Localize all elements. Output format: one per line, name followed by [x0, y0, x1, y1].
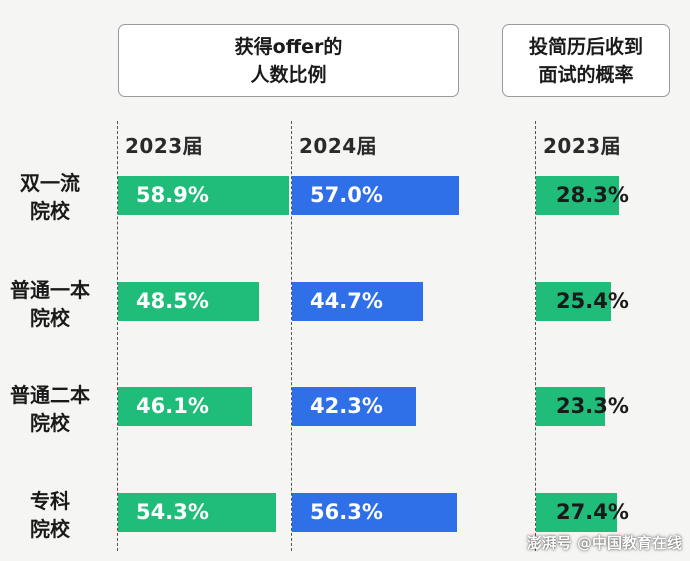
watermark: 澎湃号 @中国教育在线 [526, 534, 682, 552]
bar-value-label: 54.3% [136, 500, 209, 524]
interview-2023-axis-line [535, 121, 536, 551]
interview-header-line1: 投简历后收到 [528, 35, 643, 58]
row-label-line2: 院校 [30, 411, 70, 435]
row-label-double-first-class: 双一流 院校 [0, 169, 100, 225]
row-label-line2: 院校 [30, 199, 70, 223]
row-label-line2: 院校 [30, 306, 70, 330]
bar-offer-2024届-row2 [292, 387, 416, 426]
offer-2023-column-label: 2023届 [125, 134, 204, 158]
bar-offer-2024届-row1 [292, 282, 423, 321]
row-label-regular-tier2: 普通二本 院校 [0, 381, 100, 437]
row-label-line1: 普通二本 [10, 383, 90, 407]
bar-value-label: 48.5% [136, 289, 209, 313]
offer-ratio-header: 获得offer的 人数比例 [118, 24, 459, 97]
bar-interview-2023届-row2 [536, 387, 605, 426]
bar-offer-2023届-row3 [118, 493, 276, 532]
offer-2024-column-label: 2024届 [299, 134, 378, 158]
interview-2023-column-label: 2023届 [543, 134, 622, 158]
offer-2023-axis-line [117, 121, 118, 551]
bar-offer-2024届-row3 [292, 493, 457, 532]
bar-value-label: 57.0% [310, 183, 383, 207]
row-label-line1: 普通一本 [10, 278, 90, 302]
row-label-regular-tier1: 普通一本 院校 [0, 276, 100, 332]
row-label-line1: 双一流 [20, 171, 80, 195]
offer-header-line1: 获得offer的 [234, 35, 343, 58]
row-label-line1: 专科 [30, 489, 70, 513]
bar-value-label: 25.4% [556, 289, 629, 313]
bar-offer-2023届-row2 [118, 387, 252, 426]
bar-value-label: 28.3% [556, 183, 629, 207]
bar-interview-2023届-row1 [536, 282, 611, 321]
interview-header-line2: 面试的概率 [538, 63, 634, 86]
bar-offer-2023届-row1 [118, 282, 259, 321]
bar-value-label: 27.4% [556, 500, 629, 524]
bar-value-label: 23.3% [556, 394, 629, 418]
bar-offer-2023届-row0 [118, 176, 289, 215]
interview-rate-header: 投简历后收到 面试的概率 [502, 24, 670, 97]
bar-interview-2023届-row0 [536, 176, 619, 215]
row-label-line2: 院校 [30, 517, 70, 541]
offer-header-line2: 人数比例 [250, 63, 327, 86]
bar-value-label: 58.9% [136, 183, 209, 207]
bar-value-label: 44.7% [310, 289, 383, 313]
bar-value-label: 42.3% [310, 394, 383, 418]
bar-offer-2024届-row0 [292, 176, 459, 215]
bar-value-label: 56.3% [310, 500, 383, 524]
row-label-vocational: 专科 院校 [0, 487, 100, 543]
bar-interview-2023届-row3 [536, 493, 617, 532]
offer-2024-axis-line [291, 121, 292, 551]
bar-value-label: 46.1% [136, 394, 209, 418]
